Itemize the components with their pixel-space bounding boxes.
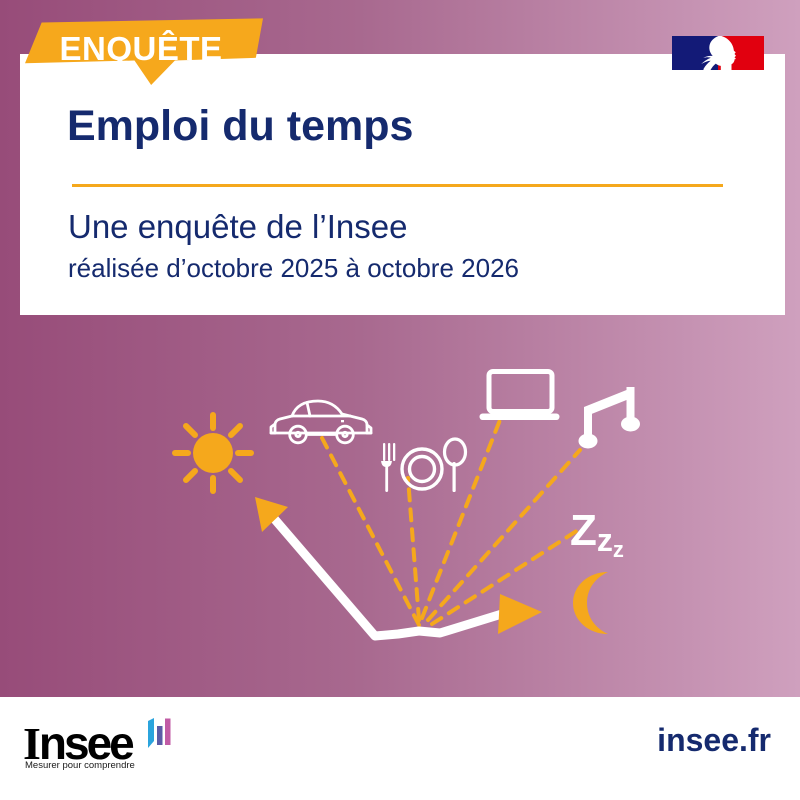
svg-text:Zzz: Zzz <box>570 506 624 562</box>
